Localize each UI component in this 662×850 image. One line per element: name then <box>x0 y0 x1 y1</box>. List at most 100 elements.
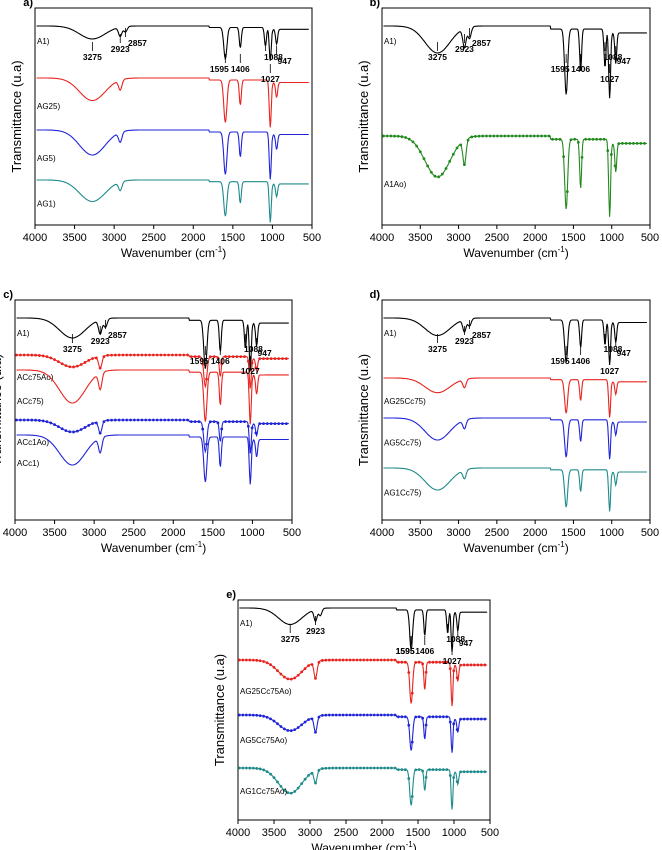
series-marker <box>87 423 91 427</box>
series-marker <box>359 658 362 662</box>
series-marker <box>485 134 488 138</box>
series-line-1 <box>36 77 309 128</box>
x-tick-label: 1000 <box>260 232 284 244</box>
series-marker <box>466 717 469 721</box>
series-marker <box>369 713 373 717</box>
series-marker <box>293 789 297 793</box>
series-marker <box>174 418 178 422</box>
series-marker <box>477 134 481 138</box>
series-marker <box>459 663 463 667</box>
x-tick-label: 1500 <box>561 527 585 539</box>
series-marker <box>258 767 262 771</box>
y-axis-label: Transmittance (u.a) <box>356 354 371 466</box>
series-marker <box>248 658 252 662</box>
series-marker <box>303 720 307 724</box>
series-marker <box>224 355 227 359</box>
series-marker <box>254 431 258 435</box>
series-marker <box>369 658 373 662</box>
series-marker <box>437 175 441 179</box>
series-marker <box>227 420 231 423</box>
series-marker <box>238 766 241 770</box>
series-marker <box>507 134 510 138</box>
series-marker <box>255 767 259 770</box>
series-marker <box>445 660 449 664</box>
x-tick-label: 2500 <box>141 232 165 244</box>
series-marker <box>547 134 551 138</box>
series-marker <box>390 713 393 717</box>
series-marker <box>170 418 174 422</box>
series-marker <box>397 660 400 664</box>
series-marker <box>265 422 269 425</box>
series-marker <box>212 355 216 358</box>
series-marker <box>362 713 366 717</box>
series-marker <box>400 768 404 772</box>
series-marker <box>418 150 422 154</box>
panel-letter: e) <box>226 589 236 601</box>
series-marker <box>345 713 348 717</box>
series-marker <box>281 422 284 425</box>
series-marker <box>459 717 463 721</box>
series-label: AG25Cc75) <box>384 397 426 406</box>
series-label: A1) <box>384 37 397 46</box>
series-marker <box>320 713 324 717</box>
series-marker <box>197 355 201 359</box>
series-marker <box>334 713 338 717</box>
series-marker <box>382 134 385 138</box>
series-marker <box>331 658 335 662</box>
peak-label: 947 <box>617 348 631 358</box>
peak-label: 3275 <box>281 634 300 644</box>
series-marker <box>462 717 466 721</box>
peak-label: 1406 <box>211 356 230 366</box>
series-marker <box>455 676 459 680</box>
series-marker <box>212 420 216 423</box>
series-marker <box>459 770 463 774</box>
series-label: AG1Cc75Ao) <box>240 787 287 796</box>
series-marker <box>269 357 273 360</box>
peak-label: 3275 <box>428 52 447 62</box>
series-marker <box>238 713 241 717</box>
series-marker <box>273 422 277 425</box>
series-marker <box>286 677 290 681</box>
series-marker <box>56 425 60 429</box>
series-marker <box>324 713 328 717</box>
peak-label: 1406 <box>571 356 590 366</box>
series-marker <box>411 140 415 144</box>
series-marker <box>455 728 459 731</box>
series-label: A1) <box>384 329 397 338</box>
peak-label: 1027 <box>600 366 619 376</box>
series-marker <box>307 718 310 722</box>
x-tick-label: 2500 <box>334 827 358 839</box>
series-marker <box>488 134 492 138</box>
series-marker <box>365 766 369 770</box>
series-marker <box>125 353 129 357</box>
series-marker <box>144 353 148 357</box>
chart-panel-0: a) 4000 3500 3000 2500 2000 1500 1000 500 Wavenum… <box>9 0 321 260</box>
peak-label: 2923 <box>306 626 325 636</box>
series-marker <box>300 782 304 786</box>
series-label: AG1Cc75) <box>384 488 422 497</box>
series-marker <box>205 377 208 381</box>
series-marker <box>310 717 314 721</box>
peak-label: 1595 <box>210 64 229 74</box>
series-marker <box>383 658 386 662</box>
series-marker <box>273 357 277 360</box>
x-axis-label: Wavenumber (cm-1) <box>121 245 226 260</box>
series-marker <box>314 730 317 734</box>
series-marker <box>246 424 250 428</box>
series-marker <box>479 663 483 667</box>
x-axis-label: Wavenumber (cm-1) <box>311 840 416 850</box>
series-marker <box>407 137 411 141</box>
series-marker <box>98 366 102 370</box>
series-marker <box>383 766 386 770</box>
series-marker <box>410 740 414 744</box>
series-marker <box>362 766 366 770</box>
series-marker <box>448 667 452 670</box>
series-marker <box>438 715 442 719</box>
series-marker <box>258 714 262 717</box>
series-marker <box>532 134 536 138</box>
series-marker <box>438 768 442 772</box>
x-tick-label: 500 <box>303 232 321 244</box>
series-marker <box>390 658 393 662</box>
peak-label: 1088 <box>604 52 623 62</box>
series-marker <box>174 353 178 357</box>
